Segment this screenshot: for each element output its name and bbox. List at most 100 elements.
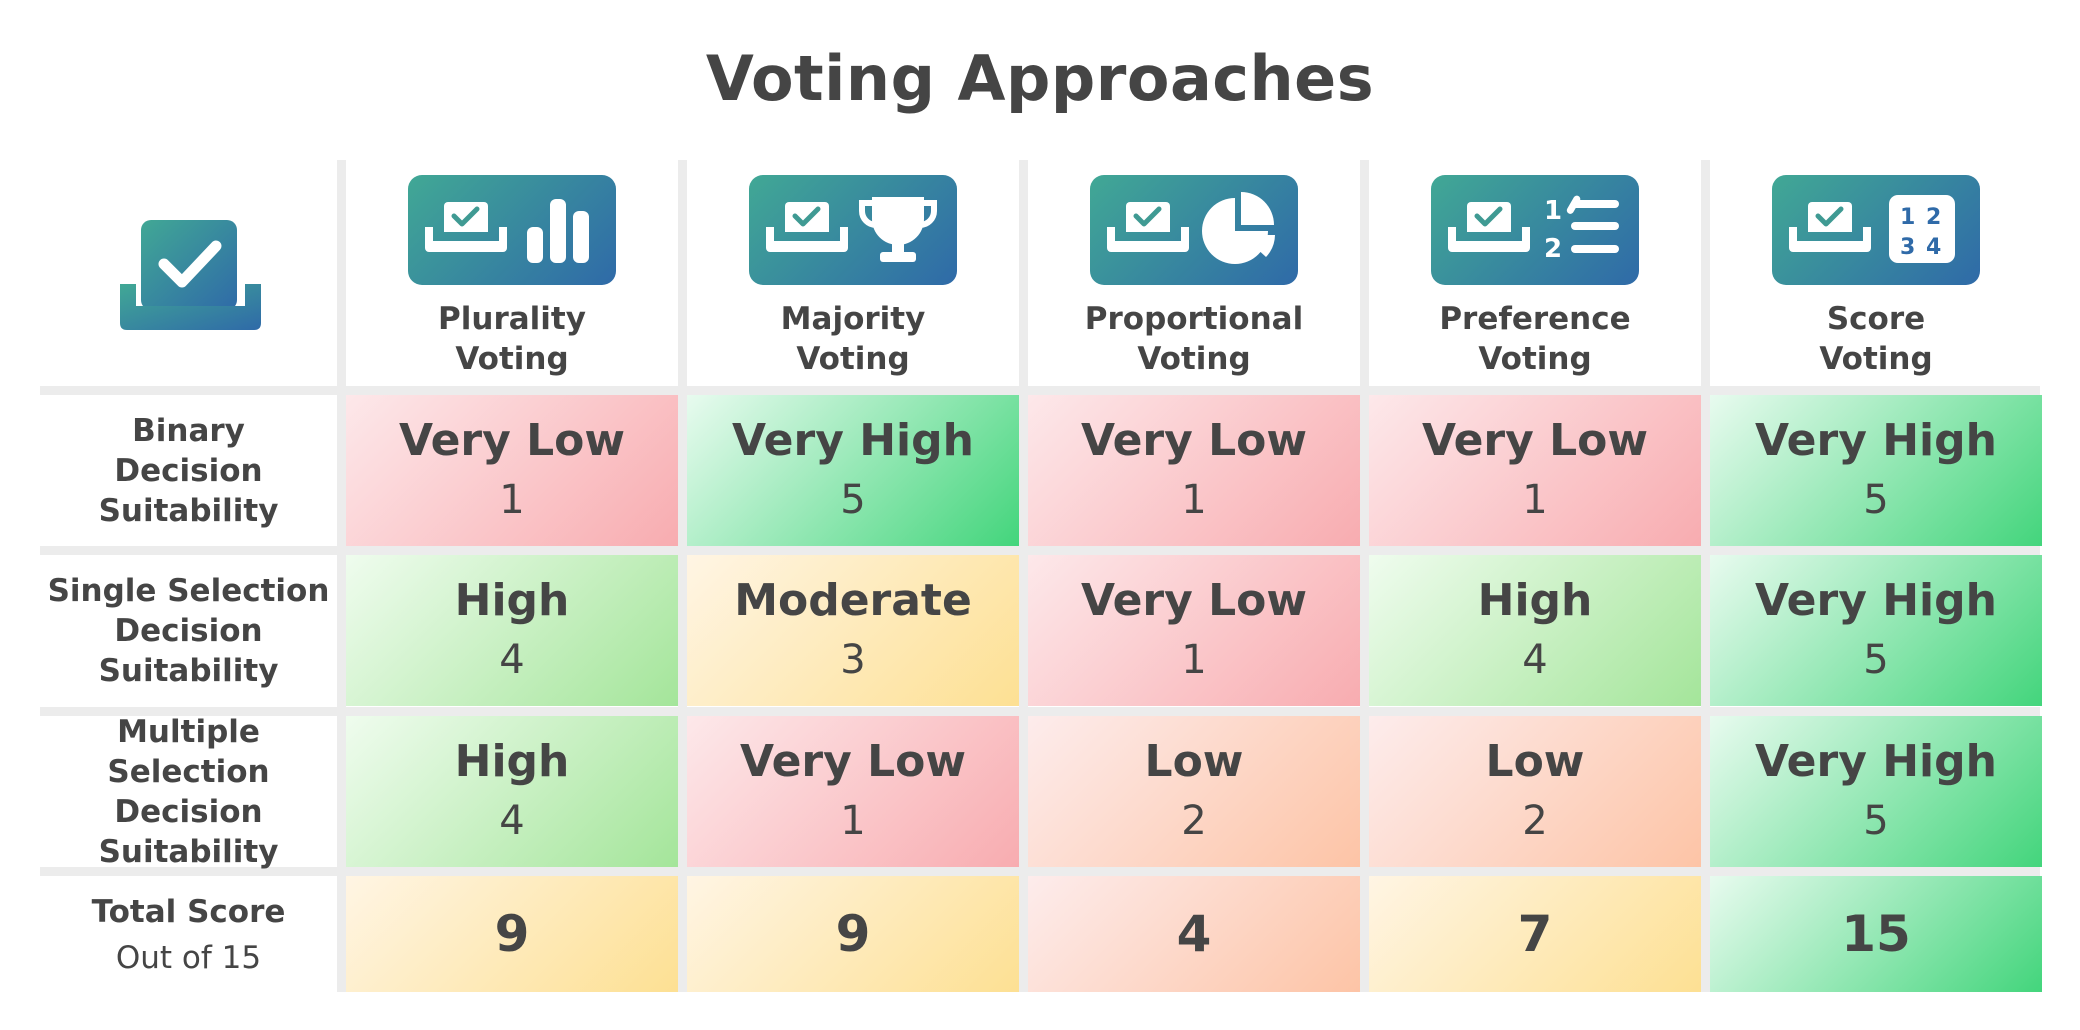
page-title: Voting Approaches (705, 42, 1375, 115)
total-score-value: 15 (1841, 905, 1911, 963)
rating-score: 5 (1863, 636, 1889, 683)
rating-score: 1 (1522, 476, 1548, 523)
grid-divider (678, 160, 687, 992)
rating-score: 1 (1181, 476, 1207, 523)
row-label-line: Suitability (98, 492, 279, 529)
rating-label: Very Low (1080, 415, 1308, 467)
grid-divider (40, 707, 2040, 716)
total-score-label: Total Score Out of 15 (40, 876, 337, 992)
rating-cell: Very Low 1 (687, 716, 1019, 867)
grid-divider (1701, 160, 1710, 992)
svg-text:4: 4 (1926, 235, 1941, 260)
total-score-cell: 7 (1369, 876, 1701, 992)
rating-score: 1 (1181, 636, 1207, 683)
total-score-cell: 15 (1710, 876, 2042, 992)
rating-cell: High 4 (346, 716, 678, 867)
svg-text:1: 1 (1900, 205, 1915, 230)
rating-cell: Very Low 1 (1369, 395, 1701, 546)
row-label-line: Decision (114, 452, 263, 489)
rating-score: 1 (840, 797, 866, 844)
rating-score: 4 (499, 636, 525, 683)
grid-divider (40, 386, 2040, 395)
rating-score: 2 (1522, 797, 1548, 844)
rating-score: 4 (1522, 636, 1548, 683)
rating-cell: Very High 5 (687, 395, 1019, 546)
column-header-label: Voting (455, 341, 569, 377)
column-header: Plurality Voting (346, 170, 678, 380)
row-label-line: Suitability (98, 652, 279, 689)
rating-cell: Very High 5 (1710, 395, 2042, 546)
rating-label: High (454, 575, 570, 627)
grid-divider (1019, 160, 1028, 992)
grid-divider (40, 546, 2040, 555)
row-label: Single Selection Decision Suitability (40, 555, 337, 706)
total-score-title: Total Score (91, 894, 286, 930)
rating-label: Low (1485, 736, 1585, 788)
rating-cell: Moderate 3 (687, 555, 1019, 706)
bar-chart-icon (408, 175, 616, 285)
rating-label: Very Low (398, 415, 626, 467)
total-score-value: 9 (494, 905, 530, 963)
svg-text:2: 2 (1544, 234, 1562, 264)
rating-score: 5 (1863, 476, 1889, 523)
row-label-line: Multiple Selection (107, 713, 270, 790)
column-header: Majority Voting (687, 170, 1019, 380)
rating-score: 5 (840, 476, 866, 523)
row-label-line: Binary (132, 412, 245, 449)
total-score-sublabel: Out of 15 (115, 940, 262, 976)
pie-chart-icon (1090, 175, 1298, 285)
row-label-line: Decision (114, 793, 263, 830)
column-header-label: Proportional (1084, 301, 1304, 337)
total-score-cell: 9 (346, 876, 678, 992)
rating-label: Very Low (1421, 415, 1649, 467)
number-grid-icon: 1 2 3 4 (1772, 175, 1980, 285)
grid-divider (337, 160, 346, 992)
rating-cell: Very Low 1 (346, 395, 678, 546)
trophy-icon (749, 175, 957, 285)
rating-score: 3 (840, 636, 866, 683)
row-label: Binary Decision Suitability (40, 395, 337, 546)
rating-label: Very High (1755, 575, 1997, 627)
rating-cell: Low 2 (1028, 716, 1360, 867)
grid-divider (1360, 160, 1369, 992)
svg-text:1: 1 (1544, 196, 1562, 226)
rating-cell: Very Low 1 (1028, 395, 1360, 546)
row-label-line: Single Selection (47, 572, 330, 609)
total-score-cell: 9 (687, 876, 1019, 992)
ballot-box-check-icon (118, 218, 263, 333)
rating-label: Very Low (1080, 575, 1308, 627)
rating-label: Very High (1755, 415, 1997, 467)
total-score-value: 7 (1517, 905, 1553, 963)
rating-cell: High 4 (346, 555, 678, 706)
column-header-label: Voting (1478, 341, 1592, 377)
rating-label: Very High (1755, 736, 1997, 788)
row-label: Multiple Selection Decision Suitability (40, 714, 337, 870)
grid-divider (40, 867, 2040, 876)
row-label-line: Decision (114, 612, 263, 649)
rating-label: Very High (732, 415, 974, 467)
total-score-value: 4 (1176, 905, 1212, 963)
rating-cell: Very Low 1 (1028, 555, 1360, 706)
svg-text:3: 3 (1900, 235, 1915, 260)
column-header-label: Majority (780, 301, 926, 337)
column-header: 1 2 3 4 Score Voting (1710, 170, 2042, 380)
column-header-label: Voting (1137, 341, 1251, 377)
rating-label: Very Low (739, 736, 967, 788)
rating-label: High (454, 736, 570, 788)
rating-cell: Very High 5 (1710, 555, 2042, 706)
total-score-value: 9 (835, 905, 871, 963)
column-header-label: Score (1826, 301, 1926, 337)
rating-cell: Low 2 (1369, 716, 1701, 867)
rating-label: High (1477, 575, 1593, 627)
row-label-line: Suitability (98, 833, 279, 870)
rating-score: 4 (499, 797, 525, 844)
ranked-list-icon: 1 2 (1431, 175, 1639, 285)
rating-score: 2 (1181, 797, 1207, 844)
column-header-label: Plurality (438, 301, 586, 337)
svg-text:2: 2 (1926, 205, 1941, 230)
column-header-label: Voting (1819, 341, 1933, 377)
total-score-cell: 4 (1028, 876, 1360, 992)
column-header: Proportional Voting (1028, 170, 1360, 380)
rating-score: 1 (499, 476, 525, 523)
column-header-label: Preference (1439, 301, 1631, 337)
